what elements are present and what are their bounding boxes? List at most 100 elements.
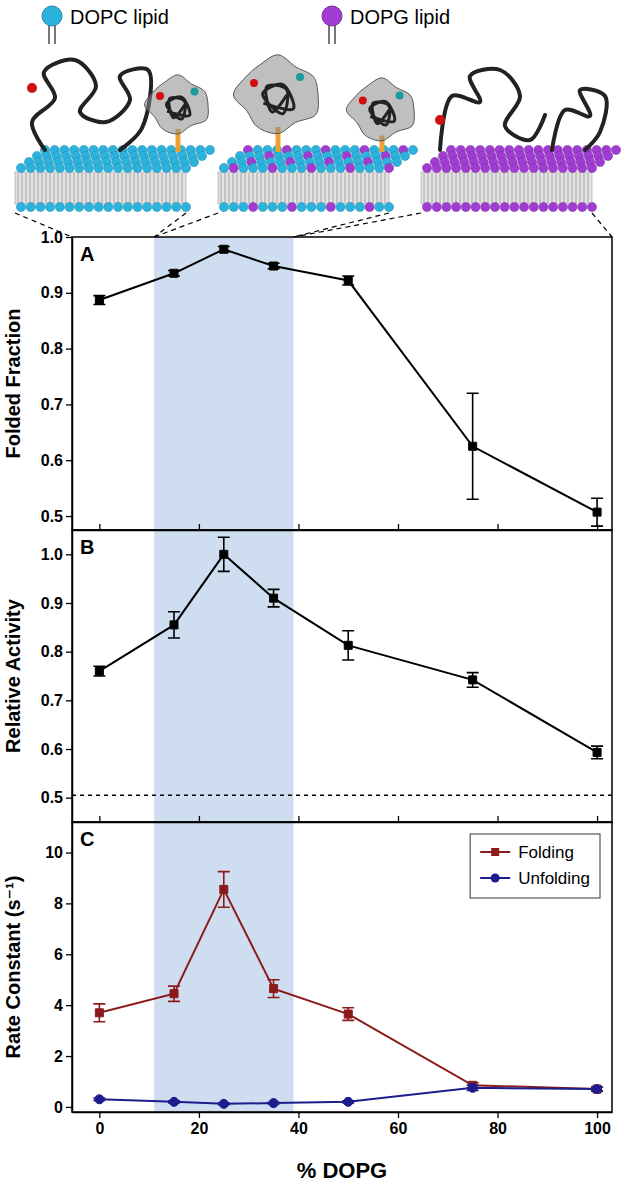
lipid-head: [258, 163, 267, 172]
plot-frame: [72, 530, 612, 822]
lipid-head: [55, 163, 64, 172]
error-bar: [591, 746, 603, 759]
lipid-tail: [377, 173, 378, 203]
membrane-core: [15, 172, 186, 204]
data-point: [593, 748, 601, 756]
lipid-tail: [440, 173, 441, 203]
protein-chain: [32, 60, 151, 150]
y-axis: 0.50.60.70.80.91.0: [41, 229, 73, 531]
lipid-tail: [150, 173, 151, 203]
x-tick: [199, 524, 200, 530]
y-tick-label: 0.6: [41, 741, 63, 758]
lipid-tail: [74, 173, 75, 203]
error-bar: [93, 296, 105, 305]
lipid-tail: [182, 173, 183, 203]
protein-surface: [145, 75, 209, 134]
lipid-head: [549, 202, 558, 211]
lipid-tail: [321, 173, 322, 203]
plot-data: [72, 537, 612, 795]
lipid-head: [510, 163, 519, 172]
lipid-tail: [261, 173, 262, 203]
data-line: [99, 554, 597, 752]
lipid-tail: [170, 173, 171, 203]
lipid-head: [307, 163, 316, 172]
y-tick-mark: [66, 516, 72, 517]
lipid-head: [258, 202, 267, 211]
lipid-head: [392, 157, 401, 166]
data-point: [95, 1009, 103, 1017]
x-tick-label: 40: [290, 1120, 308, 1137]
lipid-tail: [70, 173, 71, 203]
panel: 0246810020406080100CRate Constant (s⁻¹)%…: [2, 822, 613, 1183]
y-tick: 0.8: [41, 643, 72, 660]
lipid-head: [481, 202, 490, 211]
lipid-head: [36, 202, 45, 211]
lipid-tail: [361, 173, 362, 203]
lipid-head: [123, 202, 132, 211]
lipid-tail: [146, 173, 147, 203]
lipid-tail: [313, 173, 314, 203]
lipid-tail: [436, 173, 437, 203]
error-bar: [342, 631, 354, 660]
lipid-head: [189, 157, 198, 166]
lipid-head: [452, 163, 461, 172]
lipid-tail: [588, 173, 589, 203]
protein-label-dot: [250, 79, 258, 87]
lipid-head: [375, 163, 384, 172]
lipid-tail: [229, 173, 230, 203]
lipid-tail: [353, 173, 354, 203]
lipid-tail: [317, 173, 318, 203]
data-point: [170, 1097, 179, 1106]
lipid-tail: [38, 173, 39, 203]
data-point: [593, 1085, 601, 1093]
plot-data: [93, 872, 603, 1109]
lipid-tail: [484, 173, 485, 203]
lipid-head: [539, 163, 548, 172]
lipid-tail: [110, 173, 111, 203]
panel: 0.50.60.70.80.91.0BRelative Activity: [2, 530, 613, 823]
x-tick-mark: [597, 816, 598, 822]
y-tick-label: 0.6: [41, 452, 63, 469]
lipid-tail: [452, 173, 453, 203]
lipid-tail: [62, 173, 63, 203]
lipid-head: [326, 202, 335, 211]
x-tick: [398, 816, 399, 822]
lipid-tail: [277, 173, 278, 203]
y-tick-mark: [66, 554, 72, 555]
figure: DOPC lipidDOPG lipid0.50.60.70.80.91.0AF…: [0, 0, 635, 1200]
lipid-tail: [460, 173, 461, 203]
lipid-tail: [78, 173, 79, 203]
reference-line: [72, 794, 612, 796]
error-bar: [467, 393, 479, 499]
lipid-tail: [237, 173, 238, 203]
lipid-head: [587, 163, 596, 172]
x-tick-label: 80: [489, 1120, 507, 1137]
x-tick: [199, 816, 200, 822]
lipid-head: [529, 163, 538, 172]
lipid-head: [400, 151, 409, 160]
x-tick-mark: [199, 1112, 200, 1118]
error-bar: [342, 1008, 354, 1021]
protein-label-dot: [435, 115, 445, 125]
lipid-tail: [134, 173, 135, 203]
x-tick-mark: [398, 816, 399, 822]
lipid-tail: [329, 173, 330, 203]
lipid-head: [84, 202, 93, 211]
data-point: [170, 269, 178, 277]
protein-chain: [370, 101, 395, 125]
lipid-head: [500, 202, 509, 211]
protein-chain: [166, 97, 189, 119]
error-bar: [591, 498, 603, 526]
y-tick-mark: [66, 652, 72, 653]
lipid-head: [46, 163, 55, 172]
lipid-head: [519, 163, 528, 172]
y-tick-label: 0.9: [41, 595, 63, 612]
lipid-head: [442, 202, 451, 211]
lipid-head: [490, 163, 499, 172]
data-point: [344, 277, 352, 285]
lipid-head: [578, 202, 587, 211]
lipid-head: [558, 202, 567, 211]
lipid-tail: [325, 173, 326, 203]
lipid-head: [249, 202, 258, 211]
lipid-head: [84, 163, 93, 172]
